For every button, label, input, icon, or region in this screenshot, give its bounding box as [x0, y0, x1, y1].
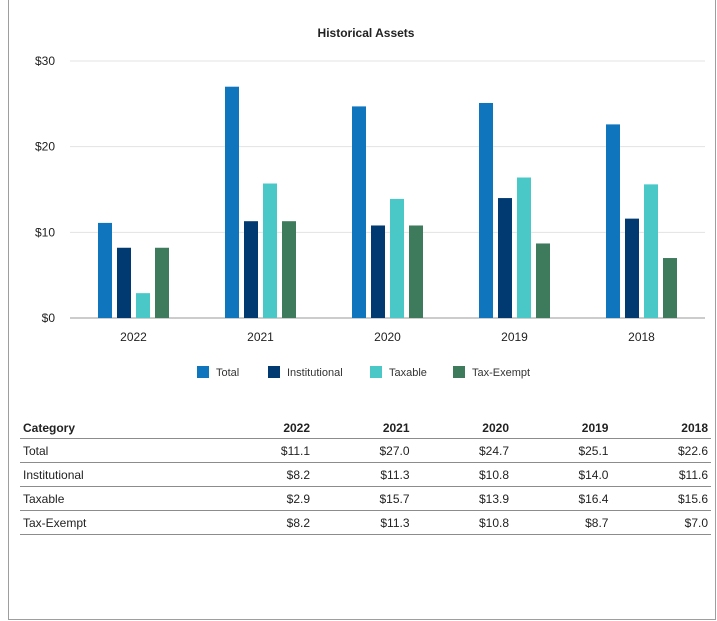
table-cell: Total [20, 438, 216, 463]
bar-tax-exempt [409, 225, 423, 318]
table-cell: $8.2 [216, 510, 314, 535]
historical-assets-chart: Historical Assets $0$10$20$30 2022 2021 20… [35, 26, 705, 379]
bar-tax-exempt [663, 258, 677, 318]
column-header: 2020 [412, 417, 512, 439]
table-cell: Institutional [20, 462, 216, 487]
table-cell: $25.1 [512, 438, 612, 463]
table-row: Tax-Exempt $8.2 $11.3 $10.8 $8.7 $7.0 [20, 510, 711, 535]
table-cell: $27.0 [313, 438, 413, 463]
legend-swatch [268, 366, 280, 378]
bar-taxable [136, 293, 150, 318]
bar-tax-exempt [155, 247, 169, 318]
table-cell: $13.9 [412, 486, 512, 511]
bar-total [98, 222, 112, 318]
table-row: Total $11.1 $27.0 $24.7 $25.1 $22.6 [20, 438, 711, 463]
table-cell: $10.8 [412, 510, 512, 535]
column-header: 2022 [216, 417, 314, 439]
table-header-row: Category 2022 2021 2020 2019 2018 [20, 417, 711, 439]
table-cell: $10.8 [412, 462, 512, 487]
table-cell: Tax-Exempt [20, 510, 216, 535]
table-head: Category 2022 2021 2020 2019 2018 [20, 417, 711, 439]
chart-title: Historical Assets [318, 26, 415, 40]
bar-total [225, 86, 239, 318]
bars [98, 86, 677, 318]
table-cell: $8.7 [512, 510, 612, 535]
x-axis: 2022 2021 2020 2019 2018 [120, 330, 655, 344]
y-tick-label: $30 [35, 54, 55, 68]
y-tick-label: $10 [35, 225, 55, 239]
bar-institutional [117, 247, 131, 318]
table-cell: $11.3 [313, 462, 413, 487]
table-cell: $11.3 [313, 510, 413, 535]
table-cell: $11.6 [611, 462, 711, 487]
table-cell: $15.6 [611, 486, 711, 511]
table-cell: $2.9 [216, 486, 314, 511]
column-header: 2019 [512, 417, 612, 439]
legend-swatch [370, 366, 382, 378]
column-header: 2021 [313, 417, 413, 439]
bar-institutional [244, 221, 258, 318]
legend-label: Institutional [287, 367, 343, 379]
table-cell: $8.2 [216, 462, 314, 487]
bar-taxable [263, 183, 277, 318]
bar-tax-exempt [282, 221, 296, 318]
table-cell: $7.0 [611, 510, 711, 535]
legend: Total Institutional Taxable Tax-Exempt [197, 366, 530, 379]
y-tick-label: $20 [35, 140, 55, 154]
bar-total [479, 102, 493, 318]
x-tick-label: 2019 [501, 330, 528, 344]
bar-tax-exempt [536, 243, 550, 318]
table-cell: $22.6 [611, 438, 711, 463]
bar-institutional [498, 198, 512, 318]
x-tick-label: 2022 [120, 330, 147, 344]
bar-institutional [625, 218, 639, 318]
bar-total [606, 124, 620, 318]
legend-label: Taxable [389, 367, 427, 379]
table-cell: Taxable [20, 486, 216, 511]
bar-taxable [644, 184, 658, 318]
gridlines [70, 60, 705, 319]
bar-institutional [371, 225, 385, 318]
table-cell: $11.1 [216, 438, 314, 463]
legend-label: Tax-Exempt [472, 367, 530, 379]
table-body: Total $11.1 $27.0 $24.7 $25.1 $22.6 Institutio… [20, 438, 711, 535]
table-cell: $24.7 [412, 438, 512, 463]
x-tick-label: 2020 [374, 330, 401, 344]
table-cell: $15.7 [313, 486, 413, 511]
table-row: Institutional $8.2 $11.3 $10.8 $14.0 $11.6 [20, 462, 711, 487]
data-table: Category 2022 2021 2020 2019 2018 Total $11.1 $… [20, 417, 711, 535]
table-row: Taxable $2.9 $15.7 $13.9 $16.4 $15.6 [20, 486, 711, 511]
column-header: Category [20, 417, 216, 439]
table-cell: $16.4 [512, 486, 612, 511]
y-tick-label: $0 [42, 311, 56, 325]
bar-total [352, 106, 366, 318]
table-cell: $14.0 [512, 462, 612, 487]
bar-taxable [390, 198, 404, 318]
column-header: 2018 [611, 417, 711, 439]
x-tick-label: 2021 [247, 330, 274, 344]
bar-taxable [517, 177, 531, 318]
legend-swatch [197, 366, 209, 378]
legend-swatch [453, 366, 465, 378]
y-axis: $0 $10 $20 $30 [35, 54, 55, 325]
legend-label: Total [216, 367, 239, 379]
x-tick-label: 2018 [628, 330, 655, 344]
